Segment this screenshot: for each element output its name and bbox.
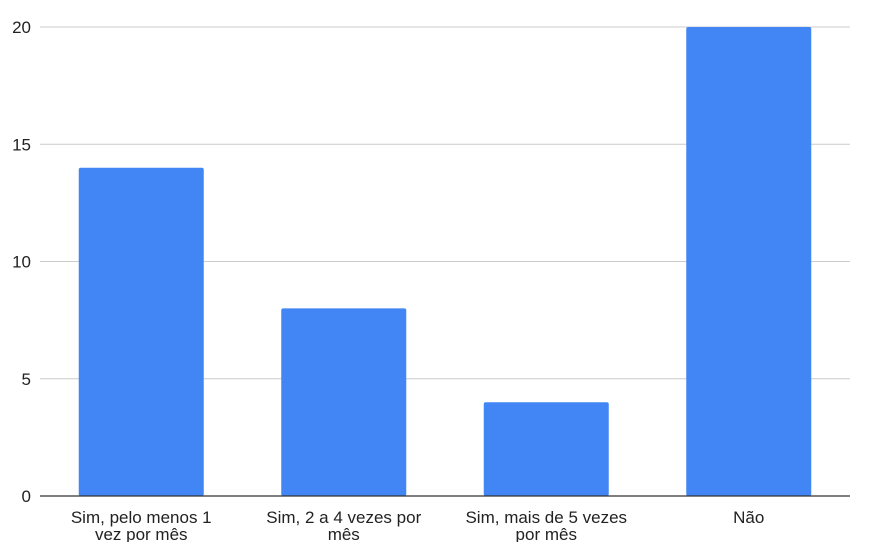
bar-3 xyxy=(483,402,609,496)
x-category-label: Sim, 2 a 4 vezes por mês xyxy=(266,508,421,542)
x-category-labels: Sim, pelo menos 1 vez por mês Sim, 2 a 4 v… xyxy=(71,508,764,542)
x-category-label-line: vez por mês xyxy=(95,525,188,542)
y-tick-label: 0 xyxy=(22,487,31,506)
y-tick-label: 15 xyxy=(12,135,31,154)
x-category-label: Não xyxy=(733,508,764,527)
bar-4 xyxy=(686,27,812,496)
x-category-label-line: Sim, 2 a 4 vezes por xyxy=(266,508,421,527)
x-category-label: Sim, mais de 5 vezes por mês xyxy=(465,508,627,542)
y-tick-label: 20 xyxy=(12,18,31,37)
x-category-label-line: Sim, mais de 5 vezes xyxy=(465,508,627,527)
bar-1 xyxy=(78,167,204,496)
y-tick-labels: 0 5 10 15 20 xyxy=(12,18,31,506)
y-tick-label: 10 xyxy=(12,253,31,272)
x-category-label-line: Não xyxy=(733,508,764,527)
x-category-label-line: Sim, pelo menos 1 xyxy=(71,508,212,527)
bars xyxy=(78,27,812,496)
y-tick-label: 5 xyxy=(22,370,31,389)
x-category-label: Sim, pelo menos 1 vez por mês xyxy=(71,508,212,542)
x-category-label-line: mês xyxy=(328,525,360,542)
bar-2 xyxy=(281,308,407,496)
x-category-label-line: por mês xyxy=(516,525,577,542)
